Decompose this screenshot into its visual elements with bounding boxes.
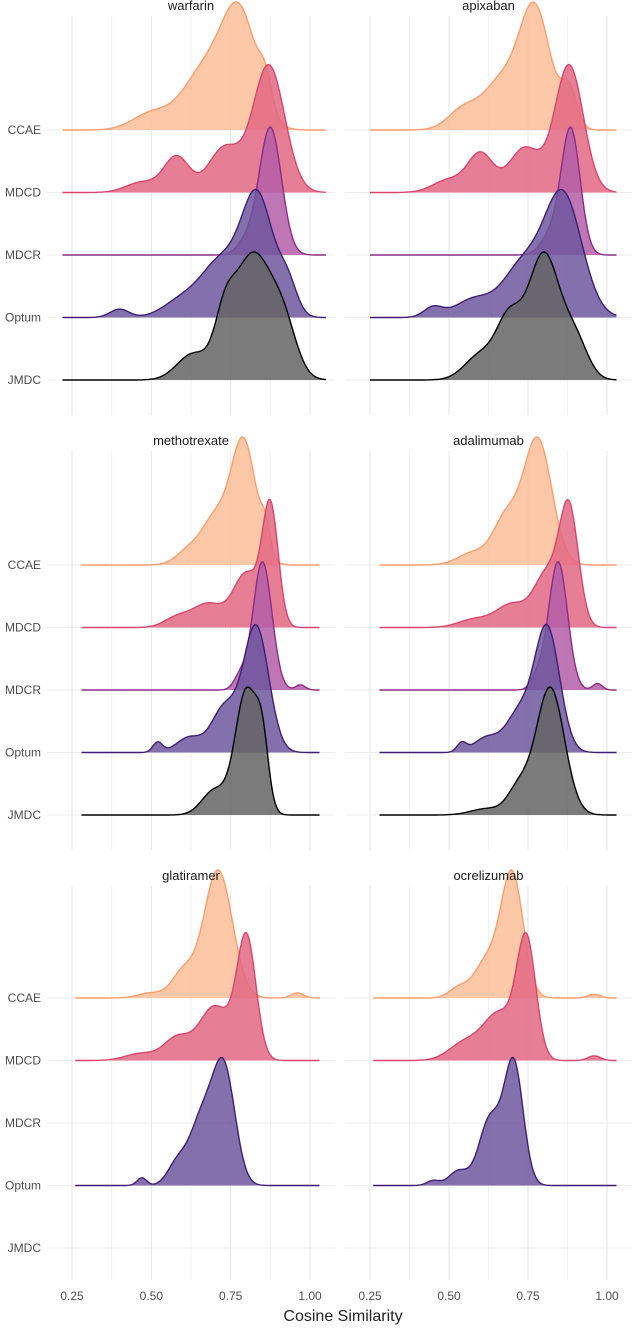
density-area-jmdc xyxy=(81,687,320,815)
density-line-mdcr xyxy=(379,561,617,691)
density-line-mdcd xyxy=(62,63,326,194)
x-tick-label: 1.00 xyxy=(298,1289,322,1303)
density-line-ccae xyxy=(75,869,320,999)
density-area-ccae xyxy=(62,2,326,130)
panel-title: apixaban xyxy=(462,0,515,13)
density-area-optum xyxy=(75,1057,320,1186)
density-line-mdcd xyxy=(373,931,617,1062)
density-line-optum xyxy=(75,1056,320,1187)
density-line-ccae xyxy=(373,869,617,999)
density-line-optum xyxy=(62,188,326,319)
density-area-ccae xyxy=(379,437,617,565)
panel-title: warfarin xyxy=(167,0,214,13)
density-line-mdcr xyxy=(62,126,326,256)
density-line-mdcr xyxy=(370,126,617,256)
density-area-mdcr xyxy=(379,562,617,690)
density-area-mdcd xyxy=(373,932,617,1061)
y-tick-label-ccae: CCAE xyxy=(8,991,41,1005)
y-tick-label-optum: Optum xyxy=(5,1179,41,1193)
density-area-jmdc xyxy=(379,687,617,815)
density-line-mdcd xyxy=(370,63,617,194)
y-tick-label-mdcr: MDCR xyxy=(5,1116,41,1130)
density-line-jmdc xyxy=(370,251,617,381)
ridge-layer xyxy=(62,1,617,1187)
y-tick-label-mdcr: MDCR xyxy=(5,248,41,262)
density-area-ccae xyxy=(370,2,617,130)
density-area-ccae xyxy=(81,437,320,565)
panel-title: adalimumab xyxy=(453,433,524,448)
panel-title: glatiramer xyxy=(162,868,220,883)
y-tick-label-optum: Optum xyxy=(5,311,41,325)
y-tick-label-mdcd: MDCD xyxy=(5,621,41,635)
y-tick-label-jmdc: JMDC xyxy=(8,808,42,822)
x-tick-label: 0.50 xyxy=(140,1289,164,1303)
density-area-mdcd xyxy=(62,64,326,193)
density-line-optum xyxy=(81,623,320,754)
x-tick-label: 0.25 xyxy=(60,1289,84,1303)
label-layer: warfarin CCAE MDCD MDCR Optum JMDC apixaban met… xyxy=(5,0,619,1303)
density-line-mdcd xyxy=(75,931,320,1062)
y-tick-label-jmdc: JMDC xyxy=(8,1241,42,1255)
y-tick-label-ccae: CCAE xyxy=(8,123,41,137)
density-line-optum xyxy=(379,623,617,754)
density-line-mdcr xyxy=(81,561,320,691)
y-tick-label-ccae: CCAE xyxy=(8,558,41,572)
density-area-mdcd xyxy=(75,932,320,1061)
x-tick-label: 0.50 xyxy=(437,1289,461,1303)
density-area-ccae xyxy=(75,870,320,998)
x-tick-label: 0.75 xyxy=(516,1289,540,1303)
density-area-optum xyxy=(373,1057,617,1186)
density-line-optum xyxy=(370,188,617,319)
y-tick-label-jmdc: JMDC xyxy=(8,373,42,387)
density-line-optum xyxy=(373,1056,617,1187)
density-area-mdcd xyxy=(370,64,617,193)
panel-title: methotrexate xyxy=(153,433,229,448)
density-line-jmdc xyxy=(62,251,326,381)
y-tick-label-mdcr: MDCR xyxy=(5,683,41,697)
density-line-mdcd xyxy=(81,498,320,629)
y-tick-label-mdcd: MDCD xyxy=(5,1054,41,1068)
x-tick-label: 1.00 xyxy=(595,1289,619,1303)
x-tick-label: 0.75 xyxy=(219,1289,243,1303)
density-area-jmdc xyxy=(370,252,617,380)
density-line-jmdc xyxy=(379,686,617,816)
density-area-jmdc xyxy=(62,252,326,380)
density-line-jmdc xyxy=(81,686,320,816)
y-tick-label-mdcd: MDCD xyxy=(5,186,41,200)
y-tick-label-optum: Optum xyxy=(5,746,41,760)
x-tick-label: 0.25 xyxy=(358,1289,382,1303)
x-axis-title: Cosine Similarity xyxy=(283,1308,402,1325)
density-line-mdcd xyxy=(379,498,617,629)
panel-title: ocrelizumab xyxy=(453,868,523,883)
